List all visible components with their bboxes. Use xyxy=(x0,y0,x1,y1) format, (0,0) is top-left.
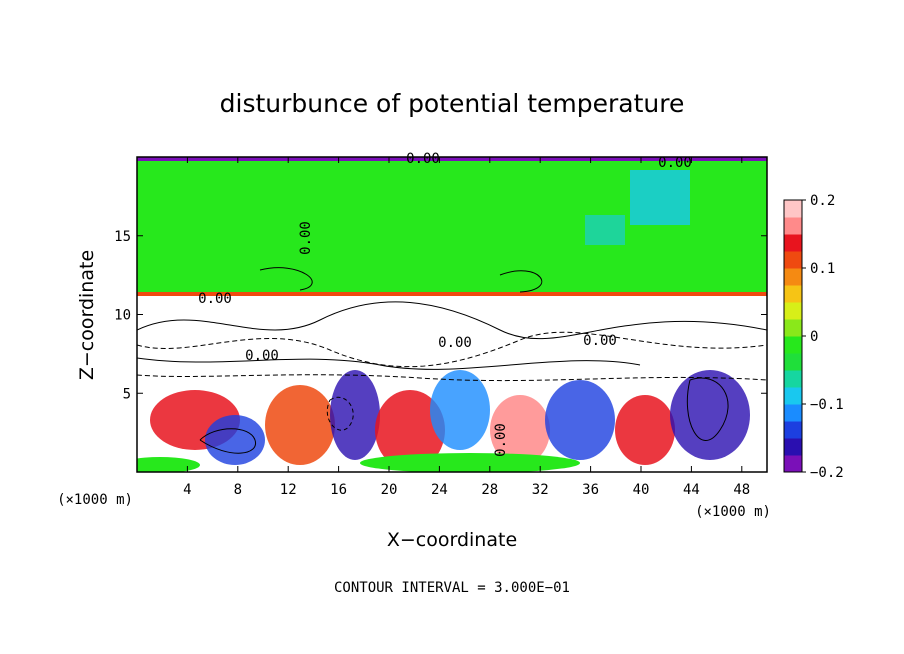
contour-interval-note: CONTOUR INTERVAL = 3.000E−01 xyxy=(334,580,570,596)
colorbar-tick-label: 0.2 xyxy=(810,193,835,209)
contour-label: 0.00 xyxy=(406,151,440,167)
colorbar-segment xyxy=(784,217,802,235)
contour-label: 0.00 xyxy=(245,348,279,364)
y-tick-label: 10 xyxy=(114,308,131,324)
x-axis: 4 8 12 16 20 24 28 32 36 40 44 48 xyxy=(183,157,750,498)
x-tick-label: 40 xyxy=(633,482,650,498)
x-tick-label: 48 xyxy=(733,482,750,498)
y-axis-label: Z−coordinate xyxy=(76,250,98,380)
colorbar-segment xyxy=(784,421,802,439)
plot-area: 0.00 0.00 0.00 0.00 0.00 0.00 0.00 0.00 xyxy=(136,151,768,473)
blue-cell-2 xyxy=(330,370,380,460)
chart-title: disturbunce of potential temperature xyxy=(220,89,685,118)
green-cell-left xyxy=(137,457,200,472)
colorbar-segment xyxy=(784,438,802,456)
colorbar-segment xyxy=(784,268,802,286)
red-cell-4 xyxy=(490,395,550,465)
cyan-patch-upper-right xyxy=(630,170,690,225)
contour-label: 0.00 xyxy=(658,155,692,171)
contour-label: 0.00 xyxy=(198,291,232,307)
contour-label: 0.00 xyxy=(583,333,617,349)
contour-label: 0.00 xyxy=(298,221,314,255)
x-tick-label: 20 xyxy=(381,482,398,498)
colorbar-segment xyxy=(784,302,802,320)
x-tick-label: 4 xyxy=(183,482,191,498)
top-boundary-band xyxy=(137,157,767,161)
x-tick-label: 32 xyxy=(532,482,549,498)
blue-cell-1 xyxy=(205,415,265,465)
x-tick-label: 12 xyxy=(280,482,297,498)
x-axis-label: X−coordinate xyxy=(387,529,517,551)
blue-cell-3 xyxy=(430,370,490,450)
colorbar-segment xyxy=(784,285,802,303)
green-cell-bottom xyxy=(360,453,580,472)
colorbar-segment xyxy=(784,370,802,388)
colorbar-segment xyxy=(784,251,802,269)
colorbar: 0.2 0.1 0 −0.1 −0.2 xyxy=(783,193,844,481)
colorbar-segment xyxy=(784,387,802,405)
blue-cell-4 xyxy=(545,380,615,460)
red-cell-5 xyxy=(615,395,675,465)
tropopause-region xyxy=(137,296,767,366)
tropopause-band xyxy=(137,292,767,296)
y-axis: 5 10 15 xyxy=(114,229,767,402)
contour-lines xyxy=(137,267,767,454)
blue-cell-5 xyxy=(670,370,750,460)
colorbar-segment xyxy=(784,234,802,252)
contour-label: 0.00 xyxy=(493,423,509,457)
colorbar-segment xyxy=(784,455,802,473)
x-tick-label: 16 xyxy=(330,482,347,498)
x-tick-label: 36 xyxy=(582,482,599,498)
contour-label: 0.00 xyxy=(438,335,472,351)
colorbar-tick-label: 0.1 xyxy=(810,261,835,277)
x-axis-left-unit: (×1000 m) xyxy=(57,492,133,508)
colorbar-tick-label: −0.2 xyxy=(810,465,844,481)
colorbar-tick-label: 0 xyxy=(810,329,818,345)
colorbar-tick-label: −0.1 xyxy=(810,397,844,413)
colorbar-segment xyxy=(784,200,802,218)
x-tick-label: 44 xyxy=(683,482,700,498)
colorbar-segment xyxy=(784,353,802,371)
x-axis-unit: (×1000 m) xyxy=(695,504,771,520)
red-cell-2 xyxy=(265,385,335,465)
y-tick-label: 5 xyxy=(123,386,131,402)
y-tick-label: 15 xyxy=(114,229,131,245)
red-cell-3 xyxy=(375,390,445,470)
cyan-patch-mid xyxy=(585,215,625,245)
x-tick-label: 24 xyxy=(431,482,448,498)
x-tick-label: 28 xyxy=(481,482,498,498)
colorbar-segment xyxy=(784,404,802,422)
x-tick-label: 8 xyxy=(234,482,242,498)
colorbar-segment xyxy=(784,319,802,337)
colorbar-segment xyxy=(784,336,802,354)
